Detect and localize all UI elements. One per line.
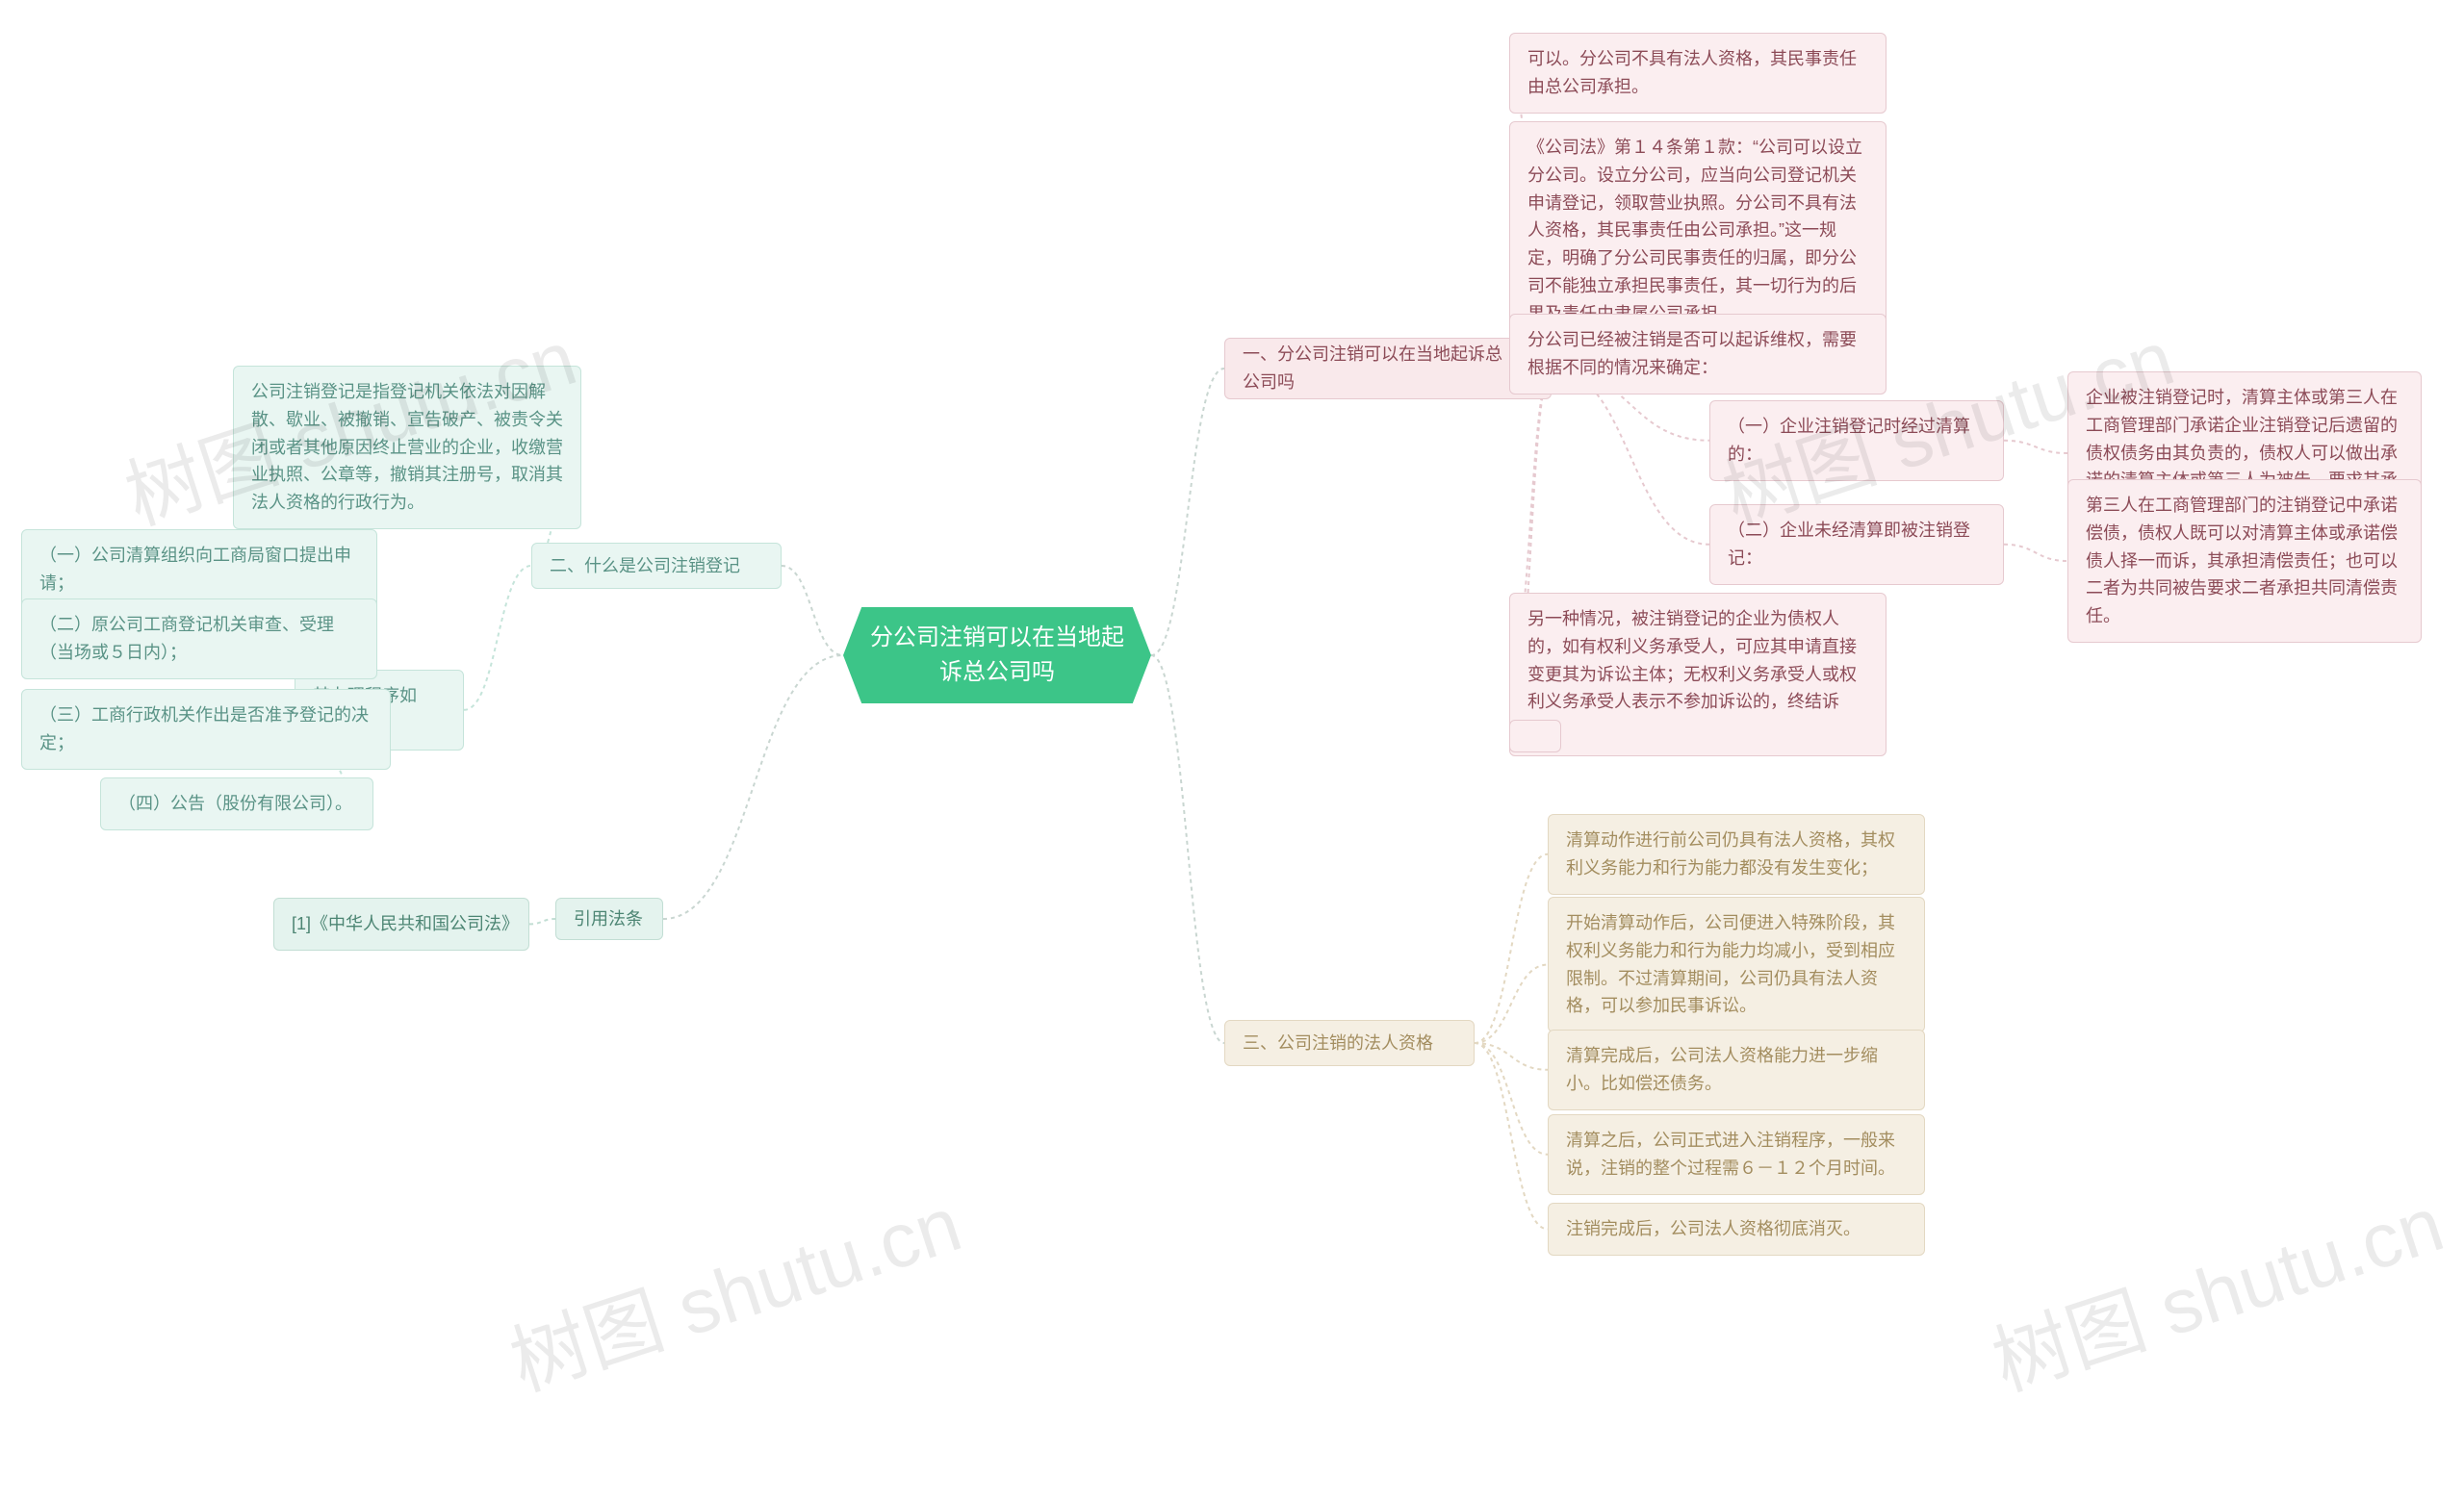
branch-1-leaf: 分公司已经被注销是否可以起诉维权，需要根据不同的情况来确定：: [1509, 314, 1886, 395]
branch-3-title: 三、公司注销的法人资格: [1224, 1020, 1475, 1066]
branch-2-proc-leaf: （三）工商行政机关作出是否准予登记的决定；: [21, 689, 391, 770]
branch-1-blank: [1509, 720, 1561, 752]
branch-3-leaf: 开始清算动作后，公司便进入特殊阶段，其权利义务能力和行为能力均减小，受到相应限制…: [1548, 897, 1925, 1032]
branch-3-leaf: 清算动作进行前公司仍具有法人资格，其权利义务能力和行为能力都没有发生变化；: [1548, 814, 1925, 895]
watermark: 树图 shutu.cn: [1977, 1162, 2455, 1413]
branch-3-leaf: 清算完成后，公司法人资格能力进一步缩小。比如偿还债务。: [1548, 1030, 1925, 1110]
branch-1-leaf: 另一种情况，被注销登记的企业为债权人的，如有权利义务承受人，可应其申请直接变更其…: [1509, 593, 1886, 756]
branch-2-proc-leaf: （四）公告（股份有限公司）。: [100, 777, 373, 830]
branch-3-leaf: 注销完成后，公司法人资格彻底消灭。: [1548, 1203, 1925, 1256]
branch-1-title: 一、分公司注销可以在当地起诉总公司吗: [1224, 338, 1552, 399]
branch-1-leaf: 可以。分公司不具有法人资格，其民事责任由总公司承担。: [1509, 33, 1886, 114]
branch-1-subtitle: （一）企业注销登记时经过清算的：: [1709, 400, 2004, 481]
center-node: 分公司注销可以在当地起诉总公司吗: [843, 607, 1151, 703]
branch-ref-leaf: [1]《中华人民共和国公司法》: [273, 898, 529, 951]
branch-2-leaf: 公司注销登记是指登记机关依法对因解散、歇业、被撤销、宣告破产、被责令关闭或者其他…: [233, 366, 581, 529]
branch-1-subtitle: （二）企业未经清算即被注销登记：: [1709, 504, 2004, 585]
branch-ref-title: 引用法条: [555, 898, 663, 940]
branch-1-leaf: 《公司法》第１４条第１款：“公司可以设立分公司。设立分公司，应当向公司登记机关申…: [1509, 121, 1886, 341]
branch-2-proc-leaf: （二）原公司工商登记机关审查、受理（当场或５日内）；: [21, 598, 377, 679]
branch-3-leaf: 清算之后，公司正式进入注销程序，一般来说，注销的整个过程需６－１２个月时间。: [1548, 1114, 1925, 1195]
branch-2-title: 二、什么是公司注销登记: [531, 543, 782, 589]
watermark: 树图 shutu.cn: [495, 1162, 973, 1413]
branch-1-nested-leaf: 第三人在工商管理部门的注销登记中承诺偿债，债权人既可以对清算主体或承诺偿债人择一…: [2067, 479, 2422, 643]
